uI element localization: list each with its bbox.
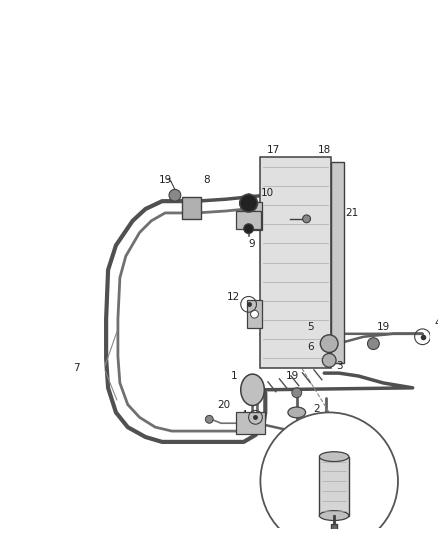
- Text: 6: 6: [307, 342, 314, 352]
- Circle shape: [169, 189, 181, 201]
- Circle shape: [251, 310, 258, 318]
- Circle shape: [205, 415, 213, 423]
- Circle shape: [292, 388, 302, 398]
- Bar: [331, 162, 344, 364]
- Text: 4: 4: [240, 410, 247, 421]
- Ellipse shape: [319, 511, 349, 521]
- Circle shape: [324, 462, 334, 471]
- Text: 11: 11: [316, 470, 329, 479]
- Bar: [321, 481, 357, 493]
- Text: 21: 21: [345, 208, 358, 218]
- Circle shape: [240, 194, 258, 212]
- Text: 15: 15: [352, 463, 365, 473]
- Text: 13: 13: [283, 463, 297, 473]
- Text: 12: 12: [227, 293, 240, 302]
- Bar: [182, 197, 201, 219]
- Circle shape: [251, 212, 258, 220]
- Text: 19: 19: [377, 322, 390, 332]
- Bar: [236, 413, 265, 434]
- Text: 17: 17: [267, 145, 280, 155]
- Bar: [247, 202, 262, 230]
- Ellipse shape: [288, 407, 306, 418]
- Circle shape: [334, 482, 344, 492]
- Bar: [247, 301, 262, 328]
- Text: 2: 2: [313, 424, 320, 434]
- Text: 19: 19: [347, 437, 360, 447]
- Text: 14: 14: [276, 498, 290, 508]
- Text: 5: 5: [307, 322, 314, 332]
- Circle shape: [320, 335, 338, 352]
- Text: 19: 19: [159, 174, 172, 184]
- Text: 9: 9: [248, 239, 255, 249]
- Text: 10: 10: [261, 188, 274, 198]
- Text: 4: 4: [434, 318, 438, 328]
- Circle shape: [303, 215, 311, 223]
- Text: 2: 2: [313, 405, 320, 415]
- Ellipse shape: [288, 424, 306, 434]
- Circle shape: [261, 413, 398, 533]
- Text: 20: 20: [218, 400, 230, 409]
- Text: 3: 3: [336, 361, 343, 372]
- Text: 8: 8: [203, 174, 210, 184]
- Ellipse shape: [241, 374, 264, 406]
- Circle shape: [244, 224, 254, 233]
- Text: 18: 18: [318, 145, 331, 155]
- Text: 16: 16: [365, 498, 378, 508]
- Text: 7: 7: [73, 363, 80, 373]
- Text: 19: 19: [286, 371, 300, 381]
- Bar: [261, 157, 331, 368]
- Circle shape: [322, 353, 336, 367]
- Circle shape: [367, 338, 379, 350]
- Text: 1: 1: [230, 371, 237, 381]
- Ellipse shape: [319, 452, 349, 462]
- Bar: [236, 211, 261, 229]
- Bar: [319, 457, 349, 515]
